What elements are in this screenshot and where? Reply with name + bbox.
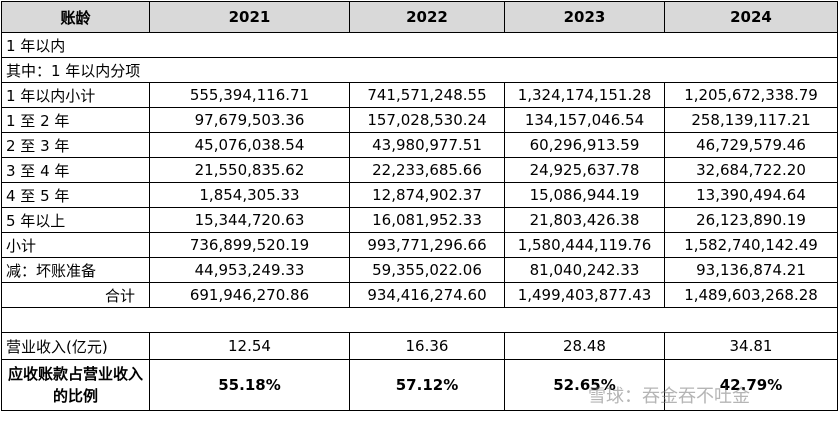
data-row: 1 年以内小计 555,394,116.71 741,571,248.55 1,324…: [1, 82, 838, 108]
header-cell: 2024: [664, 1, 838, 33]
ratio-cell: 42.79%: [664, 359, 838, 411]
header-cell: 2022: [349, 1, 505, 33]
row-label: 5 年以上: [1, 207, 150, 233]
amount-cell: 22,233,685.66: [349, 157, 505, 183]
amount-cell: 258,139,117.21: [664, 107, 838, 133]
row-label: 应收账款占营业收入的比例: [1, 359, 150, 411]
row-label: 3 至 4 年: [1, 157, 150, 183]
amount-cell: 1,854,305.33: [149, 182, 350, 208]
data-row: 1 至 2 年 97,679,503.36 157,028,530.24 134,15…: [1, 107, 838, 133]
data-row: 小计 736,899,520.19 993,771,296.66 1,580,444,…: [1, 232, 838, 258]
section-cell: 1 年以内: [1, 32, 838, 58]
header-cell: 2021: [149, 1, 350, 33]
data-row: 3 至 4 年 21,550,835.62 22,233,685.66 24,925,…: [1, 157, 838, 183]
amount-cell: 736,899,520.19: [149, 232, 350, 258]
section-row: 其中：1 年以内分项: [1, 57, 838, 83]
amount-cell: 15,344,720.63: [149, 207, 350, 233]
amount-cell: 24,925,637.78: [504, 157, 665, 183]
header-cell: 账龄: [1, 1, 150, 33]
amount-cell: 46,729,579.46: [664, 132, 838, 158]
ratio-cell: 57.12%: [349, 359, 505, 411]
ratio-cell: 52.65%: [504, 359, 665, 411]
revenue-cell: 16.36: [349, 332, 505, 360]
blank-row: [1, 307, 838, 333]
amount-cell: 1,580,444,119.76: [504, 232, 665, 258]
amount-cell: 15,086,944.19: [504, 182, 665, 208]
row-label: 1 至 2 年: [1, 107, 150, 133]
row-label: 减：坏账准备: [1, 257, 150, 283]
amount-cell: 13,390,494.64: [664, 182, 838, 208]
amount-cell: 157,028,530.24: [349, 107, 505, 133]
revenue-cell: 28.48: [504, 332, 665, 360]
section-cell: 其中：1 年以内分项: [1, 57, 838, 83]
amount-cell: 21,803,426.38: [504, 207, 665, 233]
amount-cell: 43,980,977.51: [349, 132, 505, 158]
data-row: 4 至 5 年 1,854,305.33 12,874,902.37 15,086,9…: [1, 182, 838, 208]
amount-cell: 32,684,722.20: [664, 157, 838, 183]
amount-cell: 1,205,672,338.79: [664, 82, 838, 108]
revenue-cell: 12.54: [149, 332, 350, 360]
amount-cell: 1,324,174,151.28: [504, 82, 665, 108]
amount-cell: 44,953,249.33: [149, 257, 350, 283]
header-cell: 2023: [504, 1, 665, 33]
amount-cell: 134,157,046.54: [504, 107, 665, 133]
data-row: 5 年以上 15,344,720.63 16,081,952.33 21,803,42…: [1, 207, 838, 233]
amount-cell: 741,571,248.55: [349, 82, 505, 108]
amount-cell: 21,550,835.62: [149, 157, 350, 183]
section-row: 1 年以内: [1, 32, 838, 58]
amount-cell: 45,076,038.54: [149, 132, 350, 158]
revenue-row: 营业收入(亿元) 12.54 16.36 28.48 34.81: [1, 332, 838, 360]
amount-cell: 934,416,274.60: [349, 282, 505, 308]
row-label: 2 至 3 年: [1, 132, 150, 158]
data-row: 合计 691,946,270.86 934,416,274.60 1,499,403,…: [1, 282, 838, 308]
blank-cell: [1, 307, 838, 333]
amount-cell: 16,081,952.33: [349, 207, 505, 233]
amount-cell: 97,679,503.36: [149, 107, 350, 133]
watermark: 雪球：吞金吞不吐金: [588, 386, 750, 407]
data-row: 2 至 3 年 45,076,038.54 43,980,977.51 60,296,…: [1, 132, 838, 158]
row-label: 合计: [1, 282, 150, 308]
amount-cell: 1,489,603,268.28: [664, 282, 838, 308]
row-label: 1 年以内小计: [1, 82, 150, 108]
amount-cell: 555,394,116.71: [149, 82, 350, 108]
amount-cell: 81,040,242.33: [504, 257, 665, 283]
revenue-cell: 34.81: [664, 332, 838, 360]
amount-cell: 12,874,902.37: [349, 182, 505, 208]
amount-cell: 1,499,403,877.43: [504, 282, 665, 308]
ratio-cell: 55.18%: [149, 359, 350, 411]
ratio-row: 应收账款占营业收入的比例 55.18% 57.12% 52.65% 42.79%: [1, 359, 838, 411]
row-label: 小计: [1, 232, 150, 258]
row-label: 4 至 5 年: [1, 182, 150, 208]
amount-cell: 93,136,874.21: [664, 257, 838, 283]
amount-cell: 60,296,913.59: [504, 132, 665, 158]
amount-cell: 59,355,022.06: [349, 257, 505, 283]
amount-cell: 26,123,890.19: [664, 207, 838, 233]
receivables-table: 账龄 2021 2022 2023 2024 1 年以内 其中：1 年以内分项 1 年以内小计…: [1, 1, 838, 411]
amount-cell: 1,582,740,142.49: [664, 232, 838, 258]
table-body: 账龄 2021 2022 2023 2024 1 年以内 其中：1 年以内分项 1 年以内小计…: [1, 1, 838, 411]
amount-cell: 993,771,296.66: [349, 232, 505, 258]
header-row: 账龄 2021 2022 2023 2024: [1, 1, 838, 33]
amount-cell: 691,946,270.86: [149, 282, 350, 308]
data-row: 减：坏账准备 44,953,249.33 59,355,022.06 81,040,2…: [1, 257, 838, 283]
row-label: 营业收入(亿元): [1, 332, 150, 360]
